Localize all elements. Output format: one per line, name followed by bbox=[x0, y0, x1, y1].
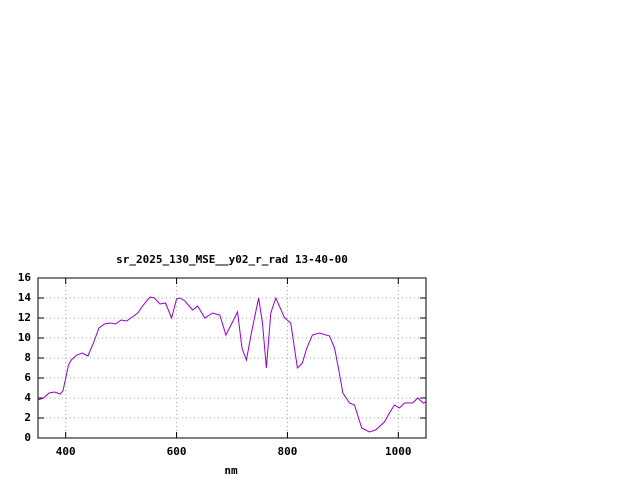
x-axis-label: nm bbox=[224, 464, 238, 477]
y-tick-label: 0 bbox=[24, 431, 31, 444]
y-tick-label: 10 bbox=[18, 331, 31, 344]
y-tick-label: 8 bbox=[24, 351, 31, 364]
x-tick-label: 800 bbox=[277, 445, 297, 458]
plot-frame bbox=[37, 277, 427, 439]
y-tick-label: 6 bbox=[24, 371, 31, 384]
y-tick-label: 16 bbox=[18, 271, 32, 284]
y-tick-label: 2 bbox=[24, 411, 31, 424]
x-tick-label: 1000 bbox=[385, 445, 412, 458]
chart-title: sr_2025_130_MSE__y02_r_rad 13-40-00 bbox=[116, 253, 348, 266]
y-tick-label: 14 bbox=[18, 291, 32, 304]
y-tick-label: 12 bbox=[18, 311, 31, 324]
x-tick-label: 600 bbox=[167, 445, 187, 458]
y-tick-label: 4 bbox=[24, 391, 31, 404]
data-line bbox=[37, 296, 427, 433]
x-tick-label: 400 bbox=[56, 445, 76, 458]
